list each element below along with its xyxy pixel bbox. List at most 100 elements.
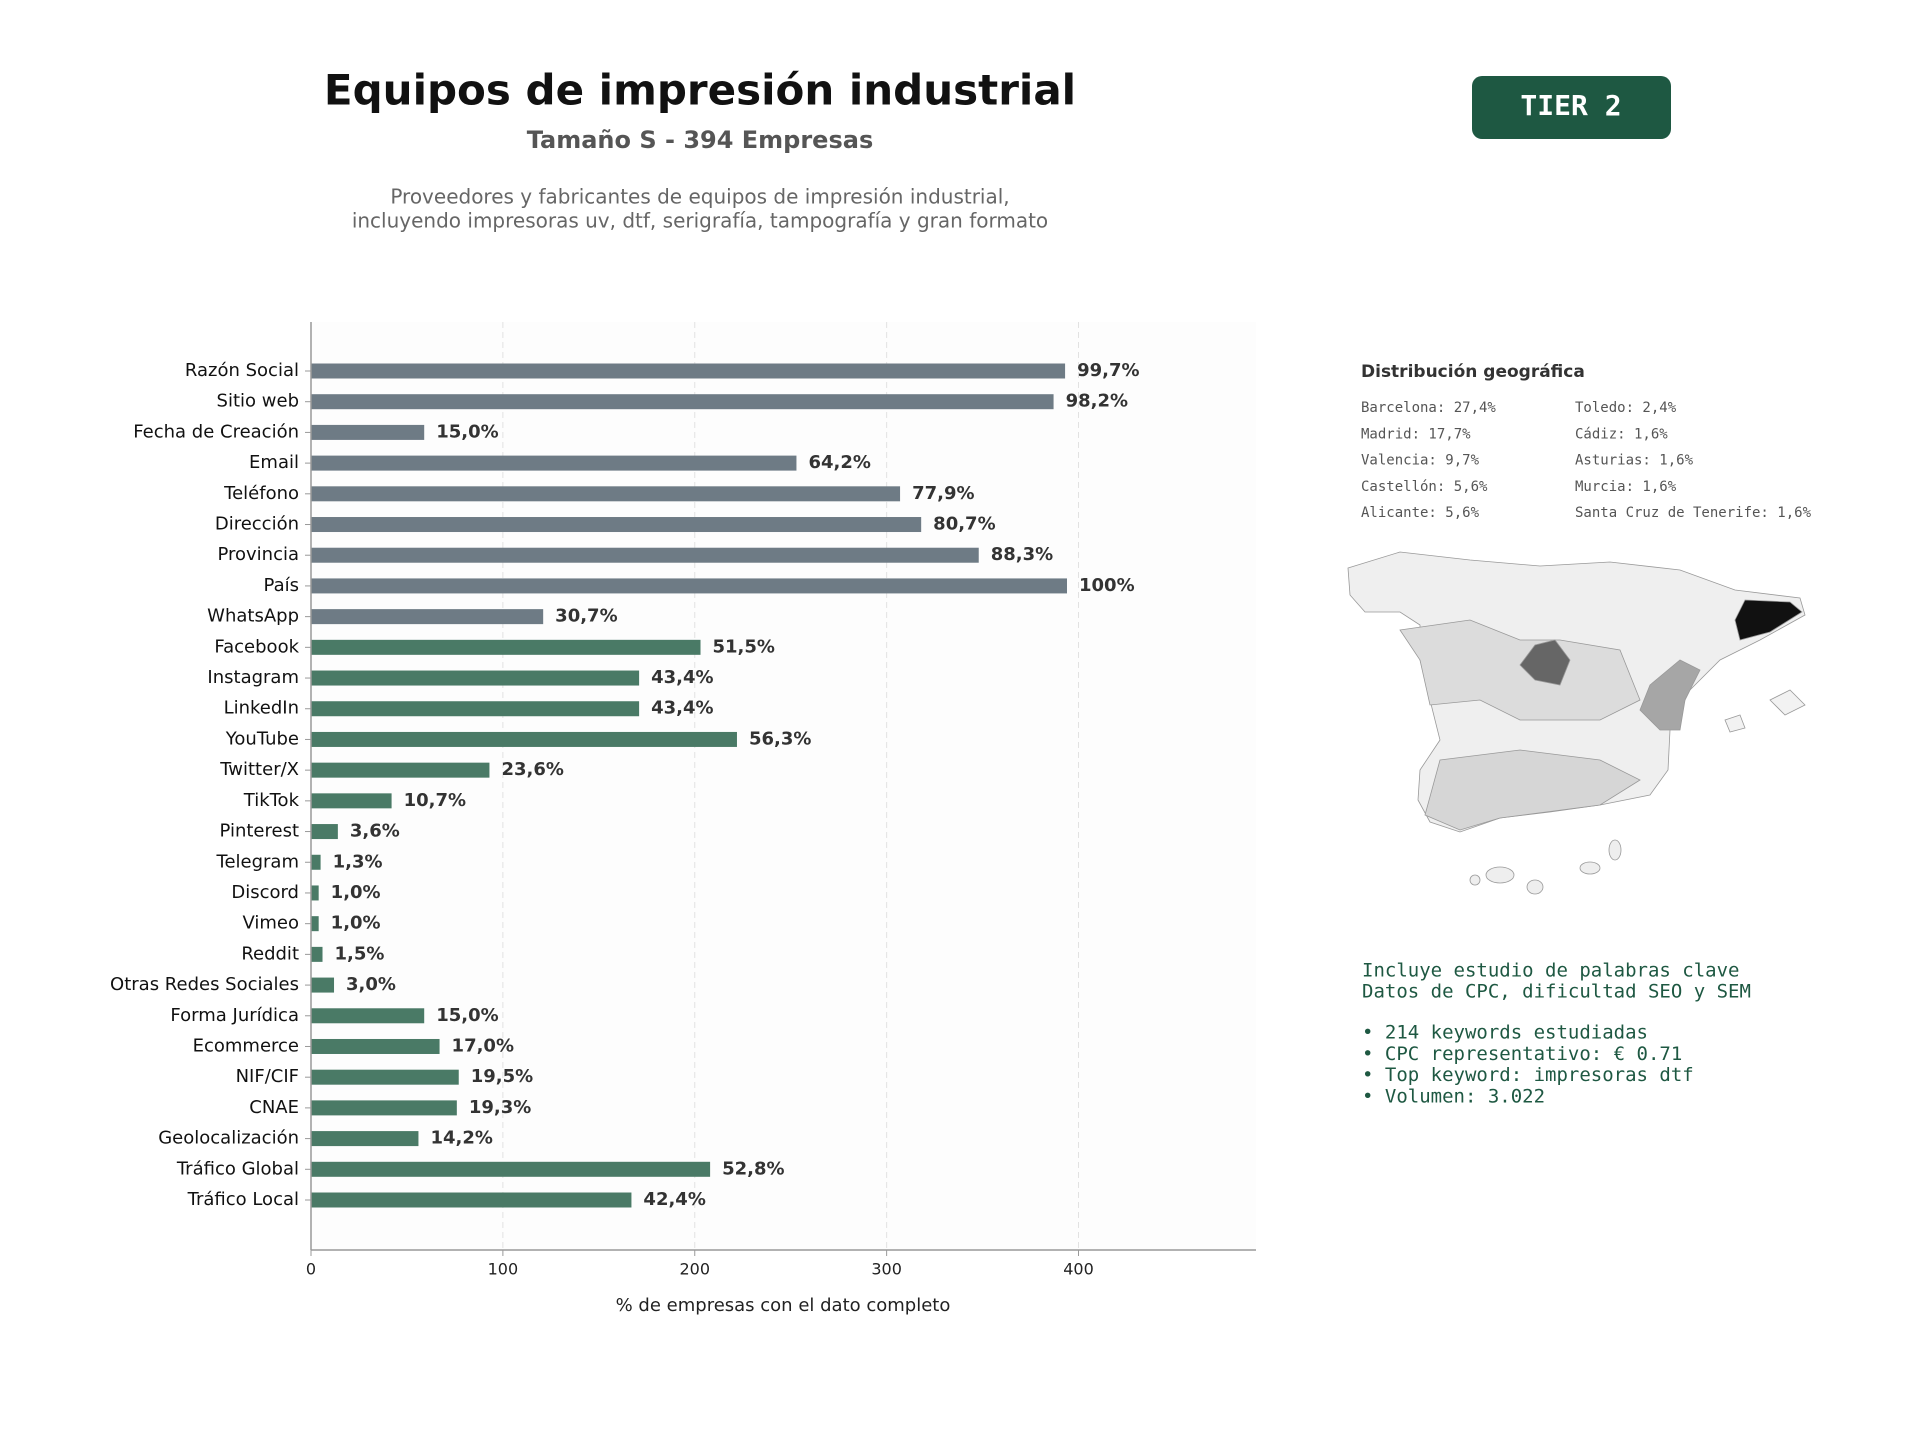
y-tick-label: Tráfico Global [176,1158,299,1179]
value-label: 23,6% [501,759,563,780]
description: incluyendo impresoras uv, dtf, serigrafí… [352,209,1048,233]
y-tick-label: Teléfono [223,483,299,504]
map-island [1485,866,1515,884]
bar [311,455,797,471]
y-tick-label: NIF/CIF [236,1066,299,1087]
y-tick-label: Dirección [215,514,299,535]
x-tick-label: 200 [679,1260,710,1279]
y-tick-label: Facebook [214,636,299,657]
geo-item: Murcia: 1,6% [1575,479,1677,495]
value-label: 88,3% [991,544,1053,565]
description: Proveedores y fabricantes de equipos de … [390,185,1009,209]
y-tick-label: Email [249,452,299,473]
map-island [1579,861,1601,875]
value-label: 52,8% [722,1158,784,1179]
geo-item: Barcelona: 27,4% [1361,400,1496,416]
y-tick-label: Pinterest [219,821,299,842]
map-island [1526,879,1544,895]
x-tick-label: 100 [488,1260,519,1279]
bar [311,1008,425,1024]
value-label: 19,5% [471,1066,533,1087]
bar [311,670,640,686]
value-label: 30,7% [555,606,617,627]
note: Datos de CPC, dificultad SEO y SEM [1362,981,1751,1003]
value-label: 15,0% [436,1005,498,1026]
geo-item: Madrid: 17,7% [1361,426,1471,442]
value-label: 77,9% [912,483,974,504]
value-label: 43,4% [651,667,713,688]
y-tick-label: Provincia [217,544,299,565]
value-label: 80,7% [933,514,995,535]
geo-item: Asturias: 1,6% [1575,453,1694,469]
map-island [1469,874,1481,886]
value-label: 14,2% [430,1128,492,1149]
value-label: 15,0% [436,421,498,442]
value-label: 99,7% [1077,360,1139,381]
bar [311,762,490,778]
value-label: 17,0% [452,1035,514,1056]
geo-item: Valencia: 9,7% [1361,453,1480,469]
value-label: 1,0% [331,913,381,934]
bar [311,946,323,962]
y-tick-label: Razón Social [185,360,299,381]
bar [311,731,737,747]
bullet: • Volumen: 3.022 [1362,1085,1545,1107]
bar [311,854,321,870]
map-region [1424,749,1641,831]
y-tick-label: Telegram [216,851,299,872]
map-island [1769,689,1806,716]
map-island [1608,839,1622,861]
map [1347,551,1806,895]
plot-area [311,322,1256,1250]
y-tick-label: Vimeo [242,913,299,934]
y-tick-label: Discord [231,882,299,903]
bullet: • 214 keywords estudiadas [1362,1022,1648,1044]
bullet: • CPC representativo: € 0.71 [1362,1043,1682,1065]
value-label: 1,3% [333,851,383,872]
bar [311,517,922,533]
title: Equipos de impresión industrial [324,66,1076,115]
x-tick-label: 400 [1063,1260,1094,1279]
map-region [1399,619,1641,721]
value-label: 56,3% [749,728,811,749]
geo-list: Barcelona: 27,4% Madrid: 17,7% Valencia: 9… [1361,400,1812,521]
bar [311,547,979,563]
value-label: 42,4% [643,1189,705,1210]
bar [311,1131,419,1147]
value-label: 43,4% [651,698,713,719]
geo-item: Cádiz: 1,6% [1575,426,1668,442]
value-label: 10,7% [404,790,466,811]
y-tick-label: Sitio web [217,391,299,412]
value-label: 64,2% [808,452,870,473]
bar [311,824,338,840]
y-tick-label: Forma Jurídica [170,1005,299,1026]
bar [311,486,901,502]
y-tick-label: Otras Redes Sociales [110,974,299,995]
bar [311,885,319,901]
bar [311,1100,457,1116]
map-barcelona [1734,599,1803,641]
y-tick-label: YouTube [225,728,299,749]
y-tick-label: Tráfico Local [187,1189,299,1210]
bar [311,639,701,655]
value-label: 3,0% [346,974,396,995]
bar [311,394,1054,410]
value-label: 51,5% [713,636,775,657]
badge [1472,76,1671,139]
y-tick-label: Fecha de Creación [133,421,299,442]
bar [311,363,1066,379]
y-tick-label: País [264,575,299,596]
value-label: 98,2% [1066,391,1128,412]
geo-title: Distribución geográfica [1361,362,1585,382]
value-label: 19,3% [469,1097,531,1118]
x-axis-label: % de empresas con el dato completo [616,1295,951,1316]
bar [311,1192,632,1208]
geo-item: Castellón: 5,6% [1361,479,1488,495]
y-tick-label: Twitter/X [219,759,299,780]
y-tick-label: TikTok [243,790,300,811]
bullet: • Top keyword: impresoras dtf [1362,1064,1694,1086]
geo-item: Alicante: 5,6% [1361,505,1480,521]
geo-item: Santa Cruz de Tenerife: 1,6% [1575,505,1812,521]
